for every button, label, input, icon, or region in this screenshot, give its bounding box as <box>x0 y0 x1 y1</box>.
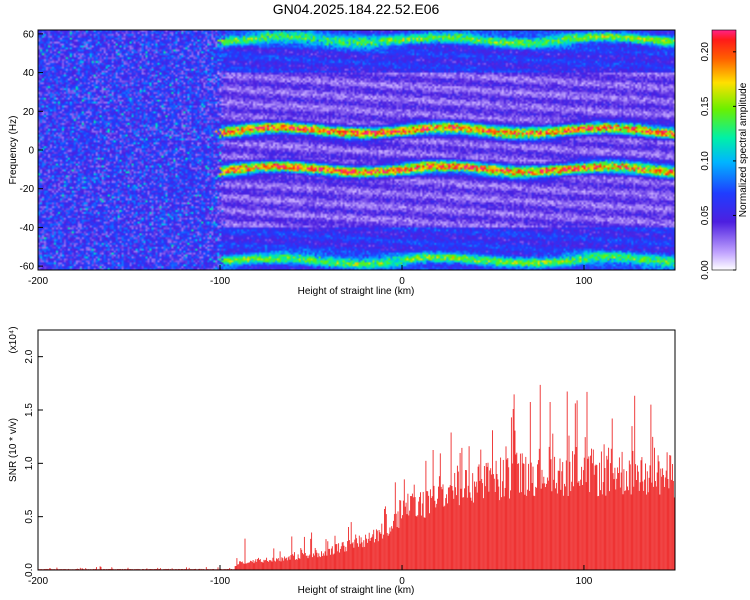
snr-ticks <box>37 356 585 571</box>
snr-frame <box>37 329 676 571</box>
colorbar-tick-label: 0.10 <box>700 151 711 171</box>
spectrogram-y-tick-label: 20 <box>23 107 35 118</box>
snr-scale-label: (x10⁴) <box>8 326 19 353</box>
spectrogram-panel: -200 -100 0 100 60 40 20 0 -20 -40 -60 Height of … <box>8 29 676 297</box>
spectrogram-x-axis-label: Height of straight line (km) <box>298 286 415 297</box>
snr-y-tick-labels: 0.0 0.5 1.0 1.5 2.0 <box>24 349 35 577</box>
snr-x-tick-label: 0 <box>399 576 405 587</box>
colorbar-label: Normalized spectral amplitude <box>738 82 749 217</box>
spectrogram-x-tick-label: -200 <box>28 276 48 287</box>
snr-y-tick-label: 0.0 <box>24 563 35 577</box>
spectrogram-y-tick-label: -60 <box>20 262 35 273</box>
snr-y-axis-label: SNR (10 * v/v) <box>8 418 19 482</box>
spectrogram-x-tick-label: 100 <box>576 276 593 287</box>
snr-y-tick-label: 2.0 <box>24 349 35 363</box>
spectrogram-y-tick-label: -20 <box>20 184 35 195</box>
spectrogram-x-tick-labels: -200 -100 0 100 <box>28 276 593 287</box>
snr-y-tick-label: 1.5 <box>24 403 35 417</box>
spectrogram-y-tick-label: 0 <box>28 146 34 157</box>
spectrogram-ticks <box>37 33 585 270</box>
chart-title: GN04.2025.184.22.52.E06 <box>273 1 440 17</box>
colorbar-tick-label: 0.00 <box>700 260 711 280</box>
spectrogram-y-tick-labels: 60 40 20 0 -20 -40 -60 <box>20 29 35 272</box>
colorbar: 0.00 0.05 0.10 0.15 0.20 Normalized spectral… <box>700 29 749 280</box>
snr-x-tick-label: -100 <box>210 576 230 587</box>
spectrogram-y-tick-label: -40 <box>20 223 35 234</box>
snr-panel: -200 -100 0 100 0.0 0.5 1.0 1.5 2.0 Height of s… <box>8 326 676 596</box>
snr-x-tick-label: 100 <box>576 576 593 587</box>
colorbar-tick-label: 0.20 <box>700 42 711 62</box>
spectrogram-y-axis-label: Frequency (Hz) <box>8 116 19 185</box>
colorbar-ticks: 0.00 0.05 0.10 0.15 0.20 <box>700 42 736 280</box>
colorbar-tick-label: 0.15 <box>700 96 711 116</box>
snr-series <box>37 384 675 570</box>
spectrogram-y-tick-label: 60 <box>23 29 35 40</box>
spectrogram-image <box>38 30 675 270</box>
colorbar-frame <box>711 29 737 271</box>
snr-y-tick-label: 1.0 <box>24 456 35 470</box>
snr-x-axis-label: Height of straight line (km) <box>298 585 415 596</box>
spectrogram-y-tick-label: 40 <box>23 68 35 79</box>
snr-x-tick-labels: -200 -100 0 100 <box>28 576 593 587</box>
spectrogram-x-tick-label: -100 <box>210 276 230 287</box>
spectrogram-x-tick-label: 0 <box>399 276 405 287</box>
snr-x-tick-label: -200 <box>28 576 48 587</box>
snr-y-tick-label: 0.5 <box>24 509 35 523</box>
colorbar-tick-label: 0.05 <box>700 205 711 225</box>
colorbar-gradient <box>712 30 736 270</box>
